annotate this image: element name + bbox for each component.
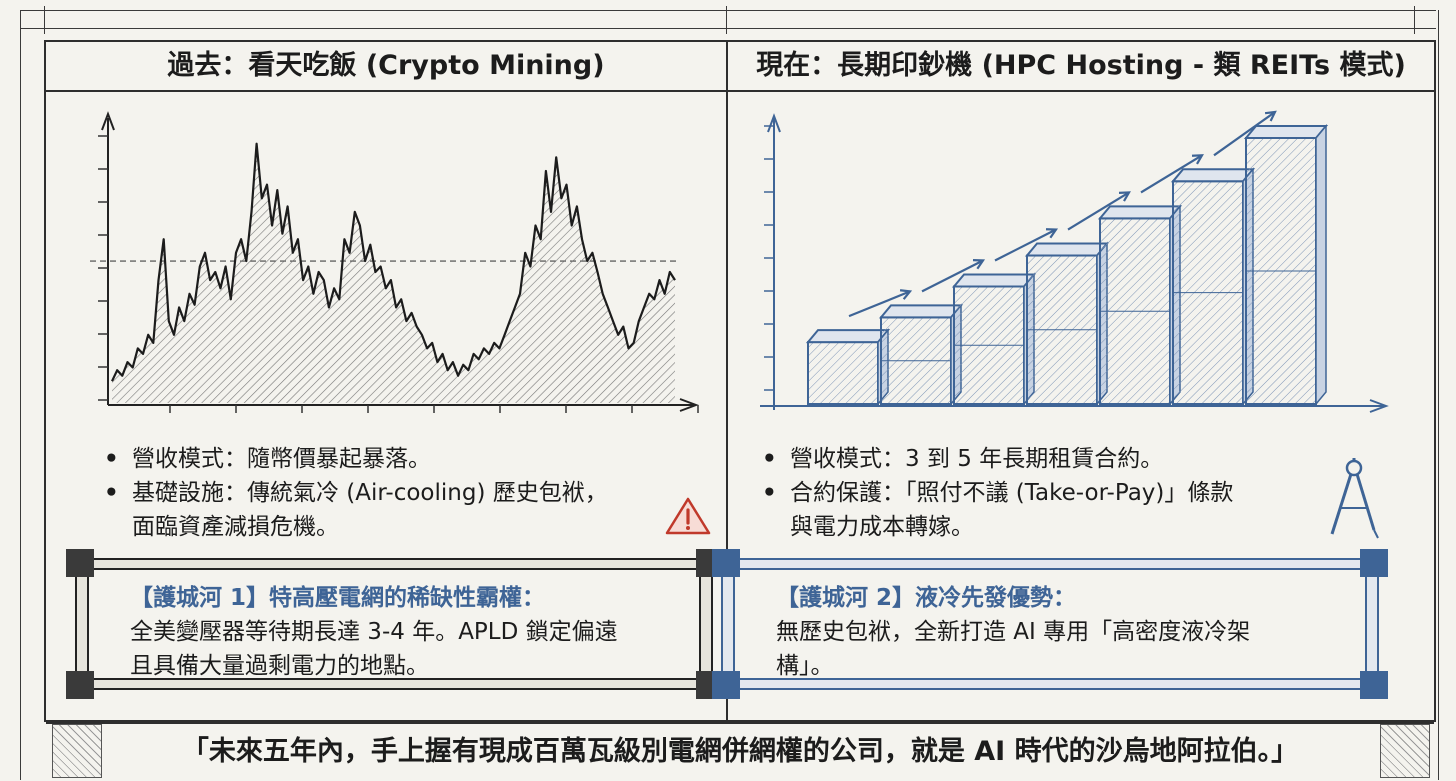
- revenue-block: [805, 328, 891, 407]
- moat-left-text: 【護城河 1】特高壓電網的稀缺性霸權： 全美變壓器等待期長達 3-4 年。APL…: [130, 581, 710, 683]
- bullet-text: 基礎設施：傳統氣冷 (Air-cooling) 歷史包袱，: [132, 480, 608, 506]
- volatility-chart: [90, 111, 699, 413]
- right-x-arrow: [1369, 399, 1389, 413]
- growth-arrowhead: [1045, 228, 1059, 239]
- block-top: [951, 273, 1037, 288]
- closing-quote: 「未來五年內，手上握有現成百萬瓦級別電網併網權的公司，就是 AI 時代的沙烏地阿…: [46, 722, 1434, 780]
- price-line: [111, 142, 676, 382]
- revenue-block: [878, 303, 964, 407]
- moat-right-label: 【護城河 2】液冷先發優勢：: [776, 585, 1077, 611]
- block-top: [805, 329, 891, 344]
- left-bullet-1: • 營收模式：隨幣價暴起暴落。: [104, 442, 704, 476]
- frame-left-line: [20, 10, 21, 780]
- growth-arrow: [1140, 154, 1203, 194]
- warning-triangle-icon: [665, 497, 711, 535]
- block-top: [1097, 205, 1183, 220]
- right-panel-title: 現在：長期印鈔機 (HPC Hosting - 類 REITs 模式): [756, 50, 1406, 81]
- main-sheet: [44, 40, 1436, 722]
- bullet-text: 與電力成本轉嫁。: [790, 514, 974, 540]
- right-bullets: • 營收模式：3 到 5 年長期租賃合約。 • 合約保護：「照付不議 (Take-o…: [762, 442, 1322, 544]
- growth-chart: [760, 110, 1389, 413]
- revenue-block: [1243, 123, 1329, 407]
- block-top: [1243, 125, 1329, 139]
- frame-top-tick: [44, 6, 45, 34]
- moat-left-label: 【護城河 1】特高壓電網的稀缺性霸權：: [130, 585, 546, 611]
- bullet-text: 營收模式：隨幣價暴起暴落。: [132, 446, 431, 472]
- quote-hatch-right: [1380, 724, 1430, 778]
- growth-arrow: [1067, 191, 1130, 231]
- block-top: [1170, 168, 1256, 183]
- moat-box-left: 【護城河 1】特高壓電網的稀缺性霸權： 全美變壓器等待期長達 3-4 年。APL…: [66, 549, 722, 699]
- revenue-block: [951, 272, 1037, 407]
- left-y-arrow: [101, 111, 115, 131]
- right-bullet-1: • 營收模式：3 到 5 年長期租賃合約。: [762, 442, 1322, 476]
- growth-arrowhead: [1264, 110, 1277, 122]
- bullet-text: 合約保護：「照付不議 (Take-or-Pay)」條款: [790, 480, 1234, 506]
- growth-arrow: [1213, 111, 1276, 157]
- left-panel-title: 過去：看天吃飯 (Crypto Mining): [167, 50, 605, 81]
- revenue-block: [1170, 167, 1256, 407]
- moat-right-frame: [712, 549, 1388, 699]
- block-top: [1024, 242, 1110, 257]
- revenue-blocks: [805, 123, 1329, 407]
- moat-box-right: 【護城河 2】液冷先發優勢： 無歷史包袱，全新打造 AI 專用「高密度液冷架 構…: [712, 549, 1388, 699]
- moat-right-line-2: 構」。: [776, 653, 834, 679]
- growth-arrowhead: [972, 259, 986, 270]
- left-x-arrow: [679, 398, 699, 412]
- price-area: [112, 143, 675, 403]
- growth-arrowhead: [899, 289, 913, 300]
- moat-left-line-1: 全美變壓器等待期長達 3-4 年。APLD 鎖定偏遠: [130, 619, 618, 645]
- left-bullet-2: • 基礎設施：傳統氣冷 (Air-cooling) 歷史包袱，: [104, 476, 704, 510]
- quote-hatch-left: [52, 724, 102, 778]
- block-top: [878, 304, 964, 319]
- left-axis-ticks: [98, 135, 699, 413]
- moat-left-title: 【護城河 1】特高壓電網的稀缺性霸權：: [130, 581, 710, 615]
- moat-right-text: 【護城河 2】液冷先發優勢： 無歷史包袱，全新打造 AI 專用「高密度液冷架 構…: [776, 581, 1366, 683]
- growth-arrows: [848, 110, 1277, 318]
- right-bullet-2-cont: 與電力成本轉嫁。: [762, 510, 1322, 544]
- right-axis-ticks: [764, 125, 774, 391]
- left-bullet-2-cont: 面臨資產減損危機。: [104, 510, 704, 544]
- bullet-text: 營收模式：3 到 5 年長期租賃合約。: [790, 446, 1164, 472]
- moat-left-frame: [66, 549, 722, 699]
- center-divider: [726, 40, 728, 722]
- revenue-block: [1097, 204, 1183, 407]
- right-bullet-2: • 合約保護：「照付不議 (Take-or-Pay)」條款: [762, 476, 1322, 510]
- growth-arrow: [994, 228, 1057, 262]
- moat-right-title: 【護城河 2】液冷先發優勢：: [776, 581, 1366, 615]
- revenue-block: [1024, 241, 1110, 407]
- growth-arrowhead: [1191, 154, 1204, 165]
- frame-top-line: [20, 10, 1436, 11]
- frame-top-tick: [1414, 6, 1415, 34]
- frame-right-line: [1438, 10, 1439, 780]
- growth-arrow: [848, 290, 911, 318]
- growth-arrowhead: [1118, 191, 1131, 202]
- moat-right-line-1: 無歷史包袱，全新打造 AI 專用「高密度液冷架: [776, 619, 1251, 645]
- drafting-compass-icon: [1330, 458, 1379, 539]
- block-side: [1315, 123, 1327, 407]
- left-bullets: • 營收模式：隨幣價暴起暴落。 • 基礎設施：傳統氣冷 (Air-cooling) …: [104, 442, 704, 544]
- bullet-text: 面臨資產減損危機。: [132, 514, 339, 540]
- title-divider: [46, 90, 1434, 92]
- moat-left-line-2: 且具備大量過剩電力的地點。: [130, 653, 429, 679]
- frame-top-tick: [726, 6, 727, 34]
- growth-arrow: [921, 259, 984, 293]
- frame-top-line-2: [20, 28, 1436, 29]
- block-front: [807, 341, 879, 406]
